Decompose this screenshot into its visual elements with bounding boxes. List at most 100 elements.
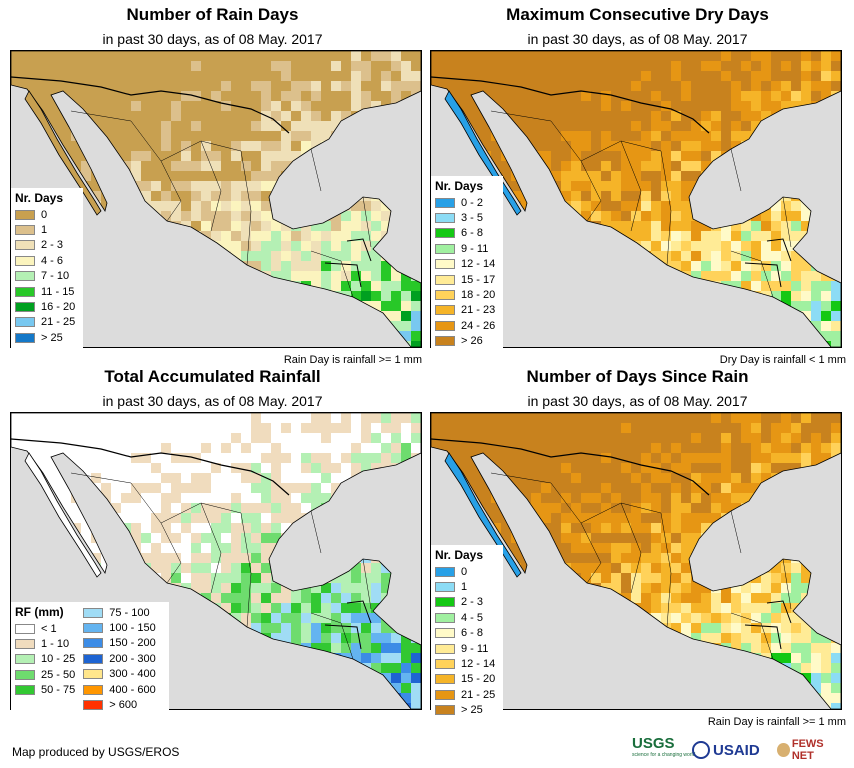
legend-swatch bbox=[83, 669, 104, 680]
legend-item: 400 - 600 bbox=[83, 682, 156, 697]
state-boundary bbox=[310, 250, 354, 298]
legend-label: > 600 bbox=[109, 699, 138, 712]
panel-subtitle: in past 30 days, as of 08 May. 2017 bbox=[102, 393, 323, 409]
country-boundary bbox=[324, 624, 362, 650]
legend-label: 9 - 11 bbox=[461, 242, 489, 255]
legend-label: 100 - 150 bbox=[109, 622, 156, 635]
state-boundary bbox=[160, 160, 182, 222]
legend-item: 50 - 75 bbox=[15, 683, 75, 698]
legend-swatch bbox=[435, 274, 455, 285]
legend-label: < 1 bbox=[41, 622, 57, 635]
legend-swatch bbox=[15, 332, 35, 343]
legend-label: 18 - 20 bbox=[461, 289, 496, 302]
usgs-tagline: science for a changing world bbox=[632, 752, 696, 758]
legend-item: 1 bbox=[435, 579, 499, 594]
legend: Nr. Days 0 - 2 3 - 5 6 - 8 9 - 11 12 - 14 15 … bbox=[431, 176, 503, 352]
state-boundary bbox=[620, 502, 642, 594]
map-total-rainfall bbox=[10, 412, 422, 710]
legend-label: 400 - 600 bbox=[109, 683, 156, 696]
state-boundary bbox=[490, 472, 582, 524]
panel-max-dry-days: Maximum Consecutive Dry Days in past 30 … bbox=[430, 5, 846, 375]
legend-swatch bbox=[435, 259, 455, 270]
legend-swatch bbox=[83, 684, 104, 695]
legend-swatch bbox=[15, 271, 35, 282]
legend-swatch bbox=[83, 653, 104, 664]
legend-item: 25 - 50 bbox=[15, 667, 75, 682]
panel-subtitle: in past 30 days, as of 08 May. 2017 bbox=[102, 31, 323, 47]
legend-item: < 1 bbox=[15, 621, 75, 636]
coastline bbox=[431, 51, 841, 347]
legend-label: 4 - 6 bbox=[41, 254, 64, 267]
legend-item: > 600 bbox=[83, 697, 155, 712]
legend-swatch bbox=[435, 336, 455, 347]
legend-label: 300 - 400 bbox=[109, 668, 156, 681]
legend-swatch bbox=[435, 705, 455, 716]
legend-swatch bbox=[15, 654, 35, 665]
state-boundary bbox=[70, 472, 162, 524]
coastline bbox=[11, 413, 421, 709]
panel-title: Total Accumulated Rainfall bbox=[104, 367, 321, 386]
legend-label: 11 - 15 bbox=[41, 285, 75, 298]
country-boundary bbox=[744, 624, 782, 650]
state-boundary bbox=[490, 110, 582, 162]
baja-peninsula bbox=[24, 452, 102, 578]
legend-item: 18 - 20 bbox=[435, 287, 499, 302]
legend-label: 2 - 3 bbox=[461, 596, 484, 609]
legend-item: 6 - 8 bbox=[435, 226, 499, 241]
legend-swatch bbox=[15, 317, 35, 328]
state-boundary bbox=[240, 512, 252, 628]
legend-item: 6 - 8 bbox=[435, 626, 499, 641]
legend-item: 12 - 14 bbox=[435, 656, 499, 671]
state-boundary bbox=[362, 558, 372, 610]
state-boundary bbox=[160, 522, 182, 584]
legend-item: 10 - 25 bbox=[15, 652, 75, 667]
legend-swatch bbox=[435, 674, 455, 685]
state-boundary bbox=[240, 150, 252, 266]
legend-label: 9 - 11 bbox=[461, 642, 489, 655]
map-note: Rain Day is rainfall >= 1 mm bbox=[707, 716, 846, 728]
state-boundary bbox=[310, 148, 322, 192]
legend-label: 12 - 14 bbox=[461, 658, 496, 671]
legend-label: 15 - 20 bbox=[461, 673, 496, 686]
legend-label: 21 - 23 bbox=[461, 304, 496, 317]
country-boundary bbox=[346, 600, 372, 624]
legend-item: 3 - 5 bbox=[435, 210, 499, 225]
legend-item: > 25 bbox=[435, 703, 499, 718]
coastline bbox=[11, 51, 421, 347]
legend-item: 0 bbox=[435, 564, 499, 579]
legend-item: 16 - 20 bbox=[15, 299, 79, 314]
legend-item: 21 - 25 bbox=[15, 315, 79, 330]
panel-subtitle: in past 30 days, as of 08 May. 2017 bbox=[527, 31, 748, 47]
legend-label: 75 - 100 bbox=[109, 606, 150, 619]
legend-item: 1 - 10 bbox=[15, 636, 75, 651]
state-boundary bbox=[580, 522, 602, 584]
legend-swatch bbox=[435, 628, 455, 639]
baja-peninsula bbox=[24, 90, 102, 216]
legend-swatch bbox=[435, 320, 455, 331]
legend-swatch bbox=[435, 213, 455, 224]
legend-swatch bbox=[15, 225, 35, 236]
legend-label: 1 bbox=[41, 224, 48, 237]
legend-item: 75 - 100 bbox=[83, 605, 155, 620]
state-boundary bbox=[730, 612, 774, 660]
us-border-line bbox=[11, 438, 290, 496]
legend-label: 25 - 50 bbox=[41, 668, 76, 681]
legend-item: 300 - 400 bbox=[83, 667, 156, 682]
state-boundary bbox=[310, 510, 322, 554]
us-border-line bbox=[11, 76, 290, 134]
legend-swatch bbox=[435, 582, 455, 593]
legend-label: 15 - 17 bbox=[461, 273, 496, 286]
panel-total-rainfall: Total Accumulated Rainfall in past 30 da… bbox=[5, 367, 422, 737]
legend-title: RF (mm) bbox=[15, 605, 64, 619]
legend-item: > 25 bbox=[15, 330, 79, 345]
state-boundary bbox=[70, 110, 162, 162]
legend-title: Nr. Days bbox=[435, 179, 484, 193]
country-boundary bbox=[324, 262, 362, 288]
legend-label: > 25 bbox=[41, 331, 63, 344]
usgs-logo-text: USGS bbox=[632, 735, 675, 752]
legend-label: 6 - 8 bbox=[461, 227, 484, 240]
legend-label: > 26 bbox=[461, 335, 483, 348]
legend-swatch bbox=[435, 305, 455, 316]
legend-swatch bbox=[435, 566, 455, 577]
country-boundary bbox=[766, 600, 792, 624]
